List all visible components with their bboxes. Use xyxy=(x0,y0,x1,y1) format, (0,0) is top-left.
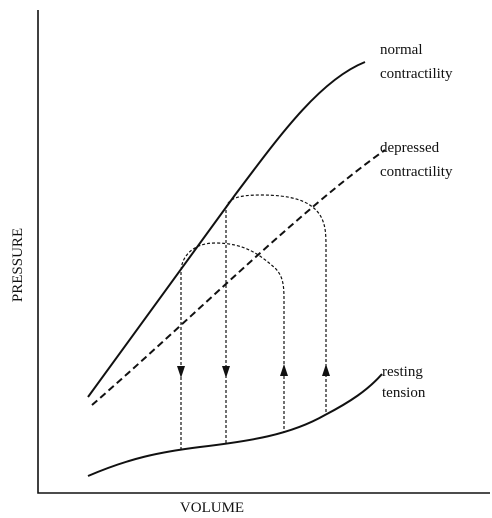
curve-label: normal xyxy=(380,42,423,58)
arrow xyxy=(222,366,230,378)
small-loop xyxy=(180,242,285,450)
curve-label: contractility xyxy=(380,66,453,82)
depressed-curve xyxy=(91,149,386,406)
arrow xyxy=(280,364,288,376)
curve-label: resting xyxy=(382,364,423,380)
arrow xyxy=(177,366,185,378)
curve-label: depressed xyxy=(380,140,440,156)
x-axis-label: VOLUME xyxy=(180,500,244,516)
axes xyxy=(37,10,490,494)
y-axis-label: PRESSURE xyxy=(10,228,26,302)
normal-curve xyxy=(87,61,366,398)
resting-curve xyxy=(87,373,383,477)
large-loop xyxy=(225,194,327,443)
curve-label: tension xyxy=(382,385,426,401)
arrow xyxy=(322,364,330,376)
curve-label: contractility xyxy=(380,164,453,180)
